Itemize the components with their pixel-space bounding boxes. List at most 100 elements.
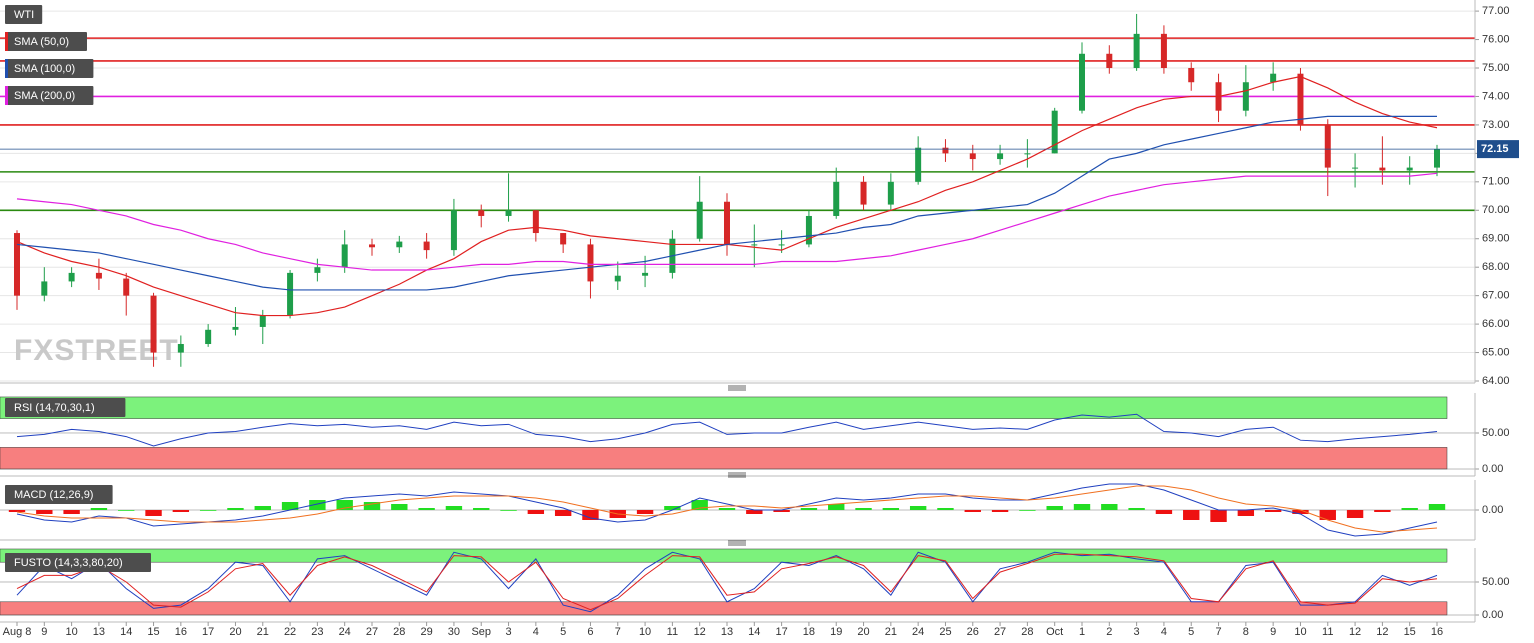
x-tick-label: 10 (65, 626, 77, 638)
histogram-bar (1101, 504, 1118, 510)
candle-body (1379, 167, 1386, 171)
x-tick-label: 16 (1431, 626, 1443, 638)
candle-body (68, 272, 75, 282)
candle-body (369, 244, 375, 248)
histogram-bar (63, 510, 80, 514)
candle-body (805, 215, 812, 245)
candle-body (833, 181, 840, 216)
candle-body (1242, 82, 1249, 111)
candle-body (95, 272, 102, 279)
histogram-bar (964, 510, 981, 512)
x-tick-label: 27 (366, 626, 378, 638)
label-text: SMA (100,0) (14, 63, 75, 75)
candle-body (150, 295, 157, 353)
candle-body (1324, 124, 1331, 168)
x-tick-label: 28 (393, 626, 405, 638)
histogram-bar (445, 506, 463, 510)
candle-body (1434, 149, 1440, 168)
band (0, 447, 1448, 470)
x-tick-label: 25 (939, 626, 951, 638)
candle-body (1297, 73, 1304, 125)
y-tick-label: 73.00 (1482, 119, 1510, 131)
histogram-bar (227, 508, 244, 510)
y-tick-label: 77.00 (1482, 5, 1510, 17)
histogram-bar (1019, 510, 1036, 511)
candle-body (560, 233, 567, 245)
candle-body (724, 201, 730, 245)
candle-body (505, 210, 512, 216)
candle-body (396, 241, 403, 248)
x-tick-label: Sep (471, 626, 491, 638)
candle-body (997, 153, 1004, 160)
candle-body (259, 315, 266, 327)
label-box (5, 59, 94, 78)
candle-body (614, 275, 621, 282)
band (0, 396, 1448, 419)
label-text: FUSTO (14,3,3,80,20) (14, 557, 123, 569)
histogram-bar (500, 510, 517, 511)
histogram-bar (636, 510, 654, 514)
y-tick-label: 0.00 (1482, 463, 1503, 475)
candle-body (123, 278, 130, 296)
x-tick-label: 21 (257, 626, 269, 638)
histogram-bar (718, 508, 736, 510)
histogram-bar (1374, 510, 1391, 512)
x-tick-label: 26 (967, 626, 979, 638)
label-box (5, 398, 126, 417)
histogram-bar (1346, 510, 1364, 518)
candle-body (969, 153, 976, 160)
candle-body (287, 272, 294, 316)
histogram-bar (582, 510, 599, 520)
y-tick-label: 70.00 (1482, 204, 1510, 216)
histogram-bar (1401, 508, 1418, 510)
x-tick-label: 11 (1322, 626, 1333, 638)
x-tick-label: 13 (93, 626, 105, 638)
histogram-bar (36, 510, 53, 514)
histogram-bar (909, 506, 927, 510)
candle-body (915, 147, 922, 182)
x-tick-label: 15 (147, 626, 159, 638)
candle-body (1160, 33, 1167, 69)
label-box (5, 5, 43, 24)
histogram-bar (418, 508, 435, 510)
candle-body (1051, 110, 1058, 154)
histogram-bar (828, 504, 845, 510)
histogram-bar (391, 504, 408, 510)
y-tick-label: 68.00 (1482, 261, 1510, 273)
histogram-bar (691, 500, 708, 510)
histogram-bar (1319, 510, 1336, 520)
x-tick-label: 28 (1021, 626, 1033, 638)
candle-body (778, 244, 785, 246)
x-tick-label: 14 (748, 626, 760, 638)
histogram-bar (773, 510, 790, 512)
label-stripe (5, 32, 8, 51)
indicator-line (16, 553, 1438, 611)
histogram-bar (800, 508, 818, 510)
x-tick-label: 22 (284, 626, 296, 638)
histogram-bar (118, 510, 135, 511)
last-price-label: 72.15 (1481, 143, 1509, 155)
candle-body (177, 344, 184, 353)
x-tick-label: 14 (120, 626, 132, 638)
x-tick-label: 11 (667, 626, 678, 638)
histogram-bar (1183, 510, 1200, 520)
x-tick-label: 27 (994, 626, 1006, 638)
histogram-bar (1264, 510, 1282, 512)
x-tick-label: 12 (1349, 626, 1361, 638)
histogram-bar (937, 508, 954, 510)
label-box (5, 485, 113, 504)
x-tick-label: 12 (1376, 626, 1388, 638)
candle-body (860, 181, 867, 205)
y-tick-label: 50.00 (1482, 427, 1510, 439)
histogram-bar (254, 506, 271, 510)
label-text: WTI (14, 9, 34, 21)
candle-body (478, 210, 485, 216)
histogram-bar (90, 508, 108, 510)
histogram-bar (527, 510, 545, 514)
candle-body (1270, 73, 1277, 83)
histogram-bar (8, 510, 26, 512)
indicator-line (16, 413, 1438, 447)
candle-body (41, 281, 48, 296)
